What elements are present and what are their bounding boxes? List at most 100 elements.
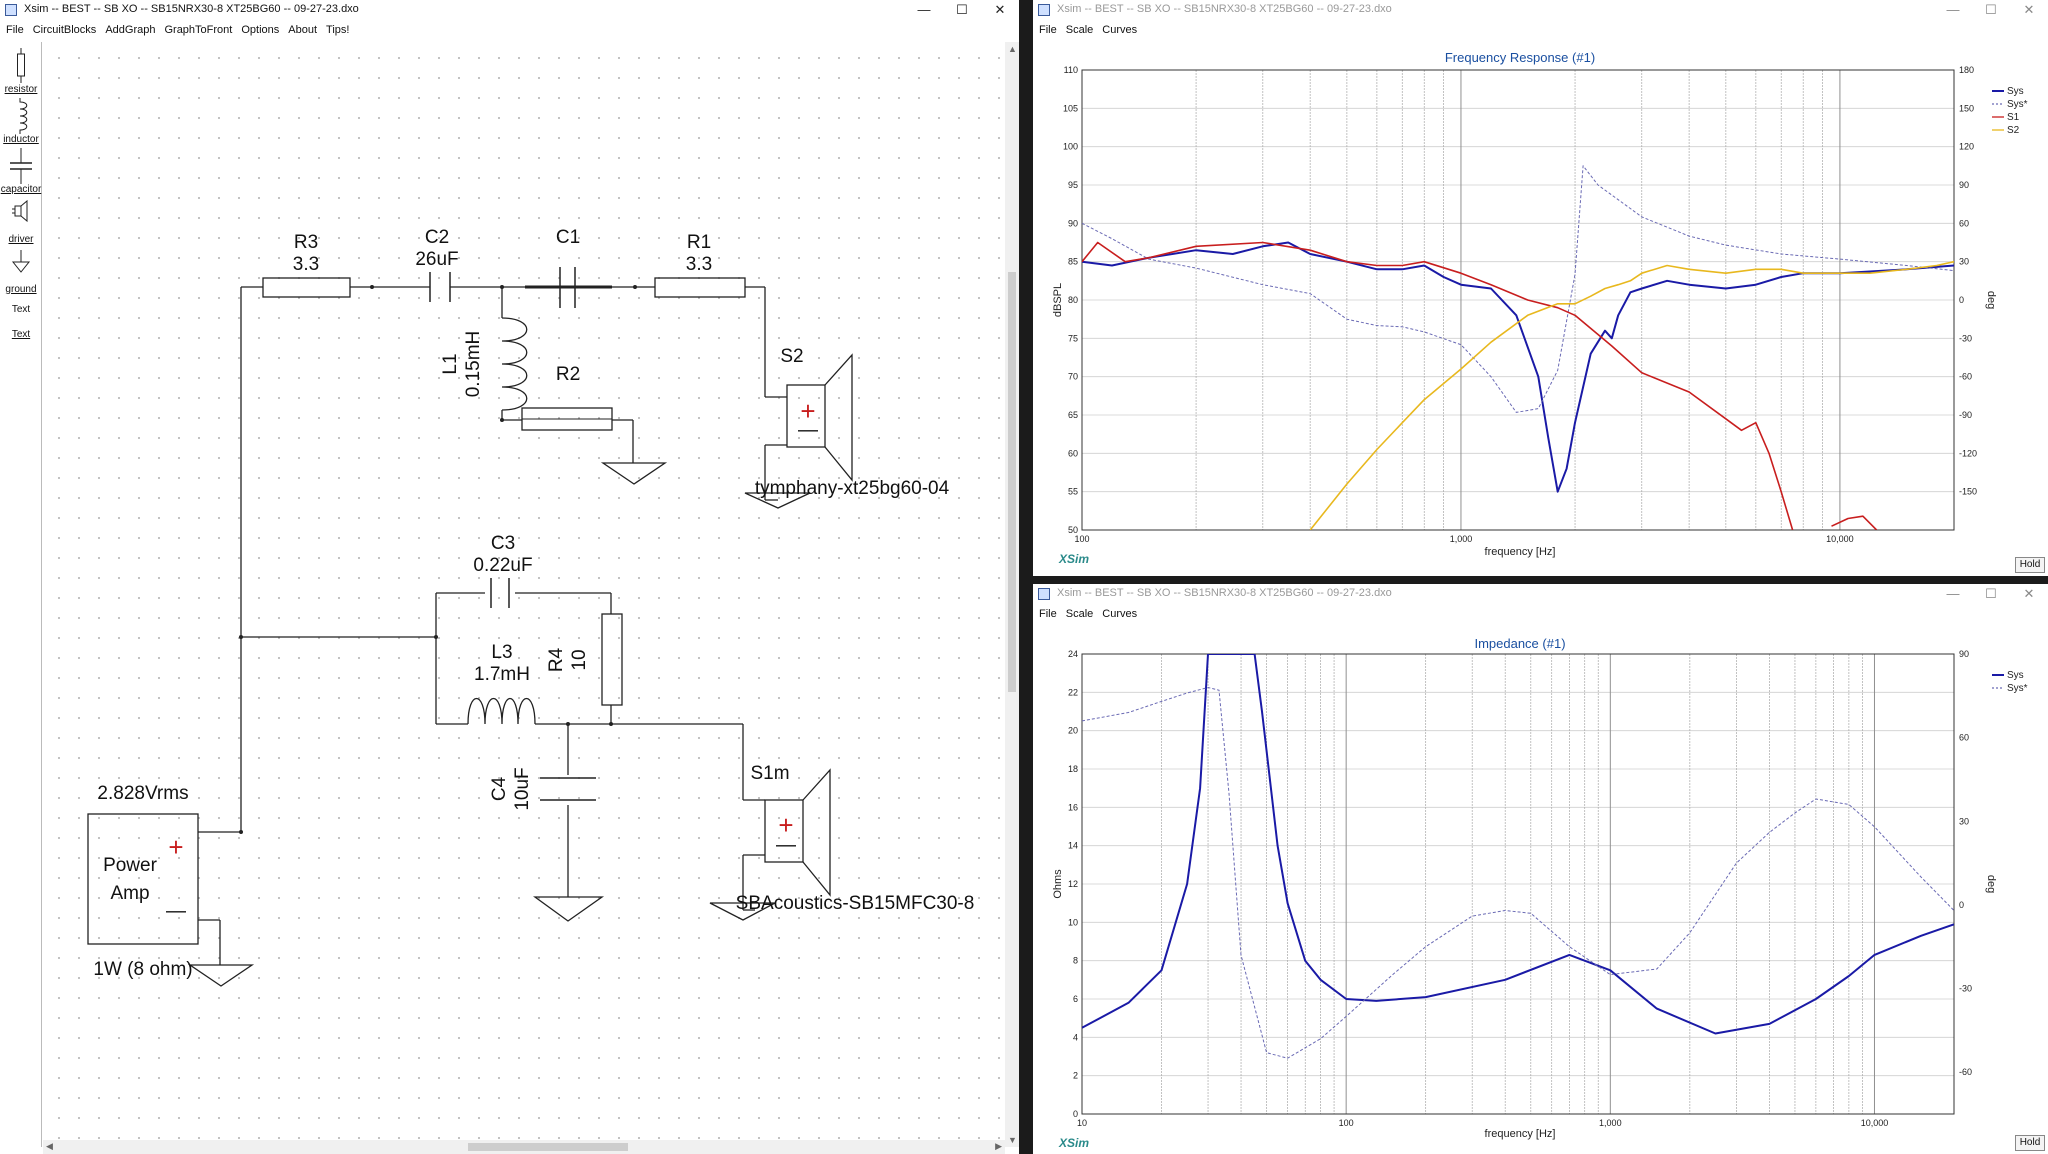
imp-menu-curves[interactable]: Curves <box>1102 608 1138 620</box>
imp-graph-area[interactable]: Impedance (#1) frequency [Hz] Ohms deg 0… <box>1033 626 2048 1154</box>
ground-symbol-s1m <box>709 902 776 921</box>
l1-value: 0.15mH <box>463 331 484 398</box>
legend: Sys Sys* <box>1992 670 2028 694</box>
fr-window-title: Xsim -- BEST -- SB XO -- SB15NRX30-8 XT2… <box>1057 3 1392 15</box>
horizontal-scroll-thumb[interactable] <box>468 1143 628 1151</box>
c3-symbol[interactable] <box>490 578 510 608</box>
schematic-horizontal-scrollbar[interactable]: ◀ ▶ <box>43 1140 1005 1154</box>
palette-driver[interactable]: driver <box>0 198 42 245</box>
schematic-window: Xsim -- BEST -- SB XO -- SB15NRX30-8 XT2… <box>0 0 1019 1154</box>
imp-close-button[interactable]: ✕ <box>2023 586 2035 601</box>
amp-power: 1W (8 ohm) <box>93 959 192 980</box>
x-tick-label: 1,000 <box>1450 534 1473 544</box>
schematic-vertical-scrollbar[interactable]: ▲ ▼ <box>1005 42 1019 1147</box>
schematic-drawing: R3 3.3 C2 26uF C1 R1 3.3 R2 S2 tymphany-… <box>87 227 974 987</box>
y-tick-label: 100 <box>1063 142 1078 152</box>
amp-label-line2: Amp <box>110 883 149 904</box>
series-line-s2 <box>1309 260 1954 530</box>
y-tick-label: 18 <box>1068 764 1078 774</box>
l1-symbol[interactable] <box>501 317 528 411</box>
palette-capacitor[interactable]: capacitor <box>0 148 42 195</box>
y-tick-label: 10 <box>1068 917 1078 927</box>
vertical-scroll-thumb[interactable] <box>1008 272 1016 692</box>
palette-inductor[interactable]: inductor <box>0 98 42 145</box>
y2-tick-label: 90 <box>1959 649 1969 659</box>
imp-titlebar[interactable]: Xsim -- BEST -- SB XO -- SB15NRX30-8 XT2… <box>1033 584 2048 604</box>
ground-icon <box>11 250 31 273</box>
fr-graph-area[interactable]: Frequency Response (#1) frequency [Hz] d… <box>1033 42 2048 576</box>
y-tick-label: 90 <box>1068 218 1078 228</box>
y2-tick-label: -90 <box>1959 410 1972 420</box>
imp-maximize-button[interactable]: ☐ <box>1985 586 1997 601</box>
imp-menu-file[interactable]: File <box>1039 608 1057 620</box>
y-tick-label: 110 <box>1064 65 1078 75</box>
menu-about[interactable]: About <box>288 24 318 36</box>
y2-tick-label: 180 <box>1959 65 1974 75</box>
legend-entry: Sys <box>2007 670 2024 681</box>
c2-value: 26uF <box>415 249 458 270</box>
series-line-s1 <box>1082 241 1794 530</box>
x-tick-label: 100 <box>1074 534 1089 544</box>
y-tick-label: 2 <box>1073 1071 1078 1081</box>
palette-ground[interactable]: ground <box>0 248 42 295</box>
palette-text[interactable]: Text <box>11 304 31 315</box>
minimize-button[interactable]: — <box>917 2 931 17</box>
s2-driver-symbol[interactable] <box>786 353 853 482</box>
fr-menu-file[interactable]: File <box>1039 24 1057 36</box>
frequency-response-window: Xsim -- BEST -- SB XO -- SB15NRX30-8 XT2… <box>1033 0 2048 576</box>
fr-titlebar[interactable]: Xsim -- BEST -- SB XO -- SB15NRX30-8 XT2… <box>1033 0 2048 20</box>
main-titlebar[interactable]: Xsim -- BEST -- SB XO -- SB15NRX30-8 XT2… <box>0 0 1019 20</box>
chart-ylabel: dBSPL <box>1052 283 1064 317</box>
schematic-canvas[interactable]: R3 3.3 C2 26uF C1 R1 3.3 R2 S2 tymphany-… <box>43 42 1005 1147</box>
menu-graphtofront[interactable]: GraphToFront <box>164 24 233 36</box>
menu-file[interactable]: File <box>6 24 24 36</box>
menu-circuitblocks[interactable]: CircuitBlocks <box>32 24 97 36</box>
fr-close-button[interactable]: ✕ <box>2023 2 2035 17</box>
imp-menu-scale[interactable]: Scale <box>1065 608 1094 620</box>
fr-hold-button[interactable]: Hold <box>2015 557 2045 573</box>
xsim-badge: XSim <box>1059 1136 1090 1150</box>
fr-menu-scale[interactable]: Scale <box>1065 24 1094 36</box>
c1-symbol[interactable] <box>525 267 612 308</box>
fr-minimize-button[interactable]: — <box>1946 2 1960 17</box>
chart-title: Frequency Response (#1) <box>1445 50 1595 65</box>
c2-symbol[interactable] <box>429 272 451 302</box>
menu-addgraph[interactable]: AddGraph <box>105 24 156 36</box>
s2-model: tymphany-xt25bg60-04 <box>755 478 950 499</box>
imp-window-title: Xsim -- BEST -- SB XO -- SB15NRX30-8 XT2… <box>1057 587 1392 599</box>
r3-symbol[interactable] <box>262 277 351 298</box>
palette-resistor[interactable]: resistor <box>0 48 42 95</box>
ground-symbol-amp <box>187 964 255 987</box>
maximize-button[interactable]: ☐ <box>956 2 968 17</box>
chart-xlabel: frequency [Hz] <box>1485 546 1556 558</box>
s1m-driver-symbol[interactable] <box>764 768 831 897</box>
y-tick-label: 4 <box>1073 1032 1078 1042</box>
c3-value: 0.22uF <box>473 555 532 576</box>
l3-symbol[interactable] <box>467 697 536 725</box>
frequency-response-chart: Frequency Response (#1) frequency [Hz] d… <box>1052 50 2028 558</box>
close-button[interactable]: ✕ <box>994 2 1006 17</box>
r4-symbol[interactable] <box>601 613 623 706</box>
palette-text-2[interactable]: Text <box>11 329 31 340</box>
fr-maximize-button[interactable]: ☐ <box>1985 2 1997 17</box>
resistor-icon <box>17 48 25 83</box>
y-tick-label: 24 <box>1068 649 1078 659</box>
r1-symbol[interactable] <box>654 277 746 298</box>
power-amp-symbol[interactable] <box>87 813 199 945</box>
r3-label: R3 <box>294 232 318 253</box>
xsim-badge: XSim <box>1059 552 1090 566</box>
y2-tick-label: 60 <box>1959 733 1969 743</box>
r2-symbol[interactable] <box>521 407 613 431</box>
y-tick-label: 20 <box>1068 726 1078 736</box>
fr-menu-curves[interactable]: Curves <box>1102 24 1138 36</box>
grid <box>1081 69 1955 531</box>
y2-tick-label: -120 <box>1959 448 1977 458</box>
imp-hold-button[interactable]: Hold <box>2015 1135 2045 1151</box>
x-tick-label: 10 <box>1077 1118 1087 1128</box>
menu-tips[interactable]: Tips! <box>326 24 350 36</box>
menu-options[interactable]: Options <box>241 24 280 36</box>
imp-minimize-button[interactable]: — <box>1946 586 1960 601</box>
app-icon <box>1038 588 1050 600</box>
c4-symbol[interactable] <box>540 777 596 801</box>
app-icon <box>1038 4 1050 16</box>
